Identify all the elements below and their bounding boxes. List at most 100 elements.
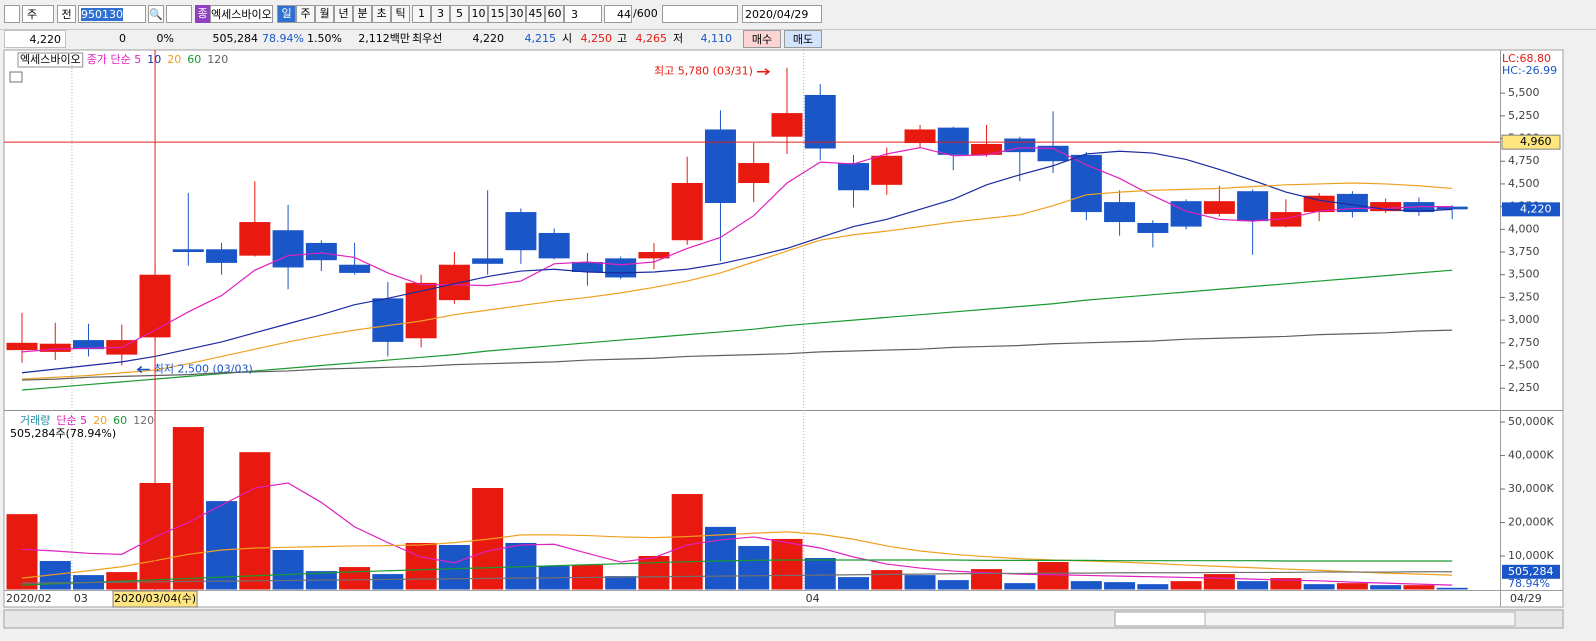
- best-label: 최우선: [412, 32, 443, 45]
- volume-bar: [704, 526, 736, 590]
- period-tab[interactable]: 년: [334, 5, 353, 23]
- volume-bar: [405, 542, 437, 590]
- volume-bar: [971, 569, 1003, 590]
- interval-tab[interactable]: 30: [507, 5, 526, 23]
- legend-title-box: [17, 52, 84, 68]
- volume-bar: [1170, 581, 1202, 590]
- period-tab[interactable]: 주: [296, 5, 315, 23]
- menu-icon[interactable]: [4, 5, 20, 23]
- candle-body: [804, 94, 836, 149]
- volume-bar: [1370, 585, 1402, 590]
- count-input[interactable]: 44: [604, 5, 632, 23]
- period-tab[interactable]: 초: [372, 5, 391, 23]
- ask: 4,220: [472, 32, 505, 45]
- legend-entry: 종가 단순 5: [87, 53, 141, 66]
- candle-body: [1270, 212, 1302, 227]
- candle-body: [6, 342, 38, 351]
- period-tab[interactable]: 분: [353, 5, 372, 23]
- volume-bar: [838, 577, 869, 590]
- y-tick-label: 4,000: [1508, 222, 1540, 235]
- market-badge: 종: [195, 5, 210, 23]
- volume-bar: [172, 427, 204, 590]
- volume-bar: [339, 567, 371, 590]
- scope-button[interactable]: 전: [57, 5, 76, 23]
- volume-bar: [272, 549, 304, 590]
- moving-average: [21, 559, 1453, 586]
- interval-tab[interactable]: 10: [469, 5, 488, 23]
- interval-tabs: 1 3 5 10 15 30 45 60: [412, 5, 564, 23]
- scroll-controls: [1204, 611, 1516, 627]
- code-input[interactable]: 950130: [78, 5, 146, 23]
- x-last-label: 04/29: [1510, 592, 1542, 605]
- volume-bar: [6, 514, 38, 590]
- y-tick-label: 2,750: [1508, 336, 1540, 349]
- volume-bar: [1237, 581, 1269, 590]
- grid-icon: [9, 71, 23, 83]
- tool-icons[interactable]: [662, 5, 738, 23]
- candle-body: [605, 258, 637, 278]
- date-input[interactable]: 2020/04/29: [742, 5, 822, 23]
- moving-average: [21, 150, 1453, 374]
- candle-body: [1070, 154, 1102, 213]
- interval-tab[interactable]: 60: [545, 5, 564, 23]
- candle-body: [1336, 193, 1368, 213]
- period-tab[interactable]: 틱: [391, 5, 410, 23]
- y-tick-label: 5,500: [1508, 86, 1540, 99]
- candle-body: [1104, 202, 1136, 223]
- moving-average: [21, 482, 1453, 586]
- candle-body: [838, 163, 869, 191]
- y-tick-label: 3,750: [1508, 245, 1540, 258]
- volume: 505,284: [212, 32, 259, 45]
- candle-body: [1436, 206, 1468, 210]
- annotation: 최저 2,500 (03/03): [154, 363, 253, 376]
- candle-body: [1370, 202, 1402, 212]
- open: 4,250: [580, 32, 613, 45]
- stock-name[interactable]: 엑세스바이오: [210, 5, 273, 23]
- candle-body: [405, 282, 437, 339]
- candle-body: [272, 230, 304, 268]
- candle-body: [771, 113, 803, 137]
- open-label: 시: [562, 32, 573, 45]
- interval-tab[interactable]: 15: [488, 5, 507, 23]
- interval-tab[interactable]: 5: [450, 5, 469, 23]
- interval-tab[interactable]: 1: [412, 5, 431, 23]
- moving-average: [21, 531, 1453, 579]
- period-tab[interactable]: 월: [315, 5, 334, 23]
- volume-bar: [1070, 581, 1102, 590]
- period-button[interactable]: 주: [22, 5, 54, 23]
- period-tab[interactable]: 일: [277, 5, 296, 23]
- candle-body: [704, 129, 736, 203]
- candle-body: [571, 262, 603, 272]
- scroll-thumb: [1114, 611, 1206, 627]
- legend-title: 엑세스바이오: [20, 53, 81, 66]
- low-label: 저: [673, 32, 684, 45]
- interval-tab[interactable]: 3: [431, 5, 450, 23]
- y-tick-label: 3,250: [1508, 290, 1540, 303]
- amount: 2,112백만: [358, 32, 410, 45]
- turnover: 1.50%: [307, 32, 342, 45]
- search-button[interactable]: 🔍: [148, 5, 164, 23]
- bid: 4,215: [524, 32, 557, 45]
- candle-body: [738, 163, 770, 184]
- legend-entry: 20: [93, 414, 107, 427]
- sell-button[interactable]: 매도: [784, 30, 822, 48]
- interval-input[interactable]: 3: [564, 5, 602, 23]
- legend-entry: 120: [207, 53, 228, 66]
- candle-body: [1237, 191, 1269, 222]
- count-max: /600: [633, 7, 658, 20]
- cursor-date-box: [112, 590, 198, 608]
- legend-entry: 60: [113, 414, 127, 427]
- cursor-price-label: 4,960: [1520, 135, 1552, 148]
- legend-entry: 10: [147, 53, 161, 66]
- y-tick-label: 2,500: [1508, 359, 1540, 372]
- volume-bar: [1270, 578, 1302, 590]
- volume-bar: [771, 538, 803, 590]
- annotation-arrow: [136, 365, 150, 374]
- sound-button[interactable]: [166, 5, 192, 23]
- candle-body: [638, 252, 670, 259]
- x-tick-label: 04: [806, 592, 820, 605]
- interval-tab[interactable]: 45: [526, 5, 545, 23]
- buy-button[interactable]: 매수: [743, 30, 781, 48]
- volume-bar: [937, 580, 969, 590]
